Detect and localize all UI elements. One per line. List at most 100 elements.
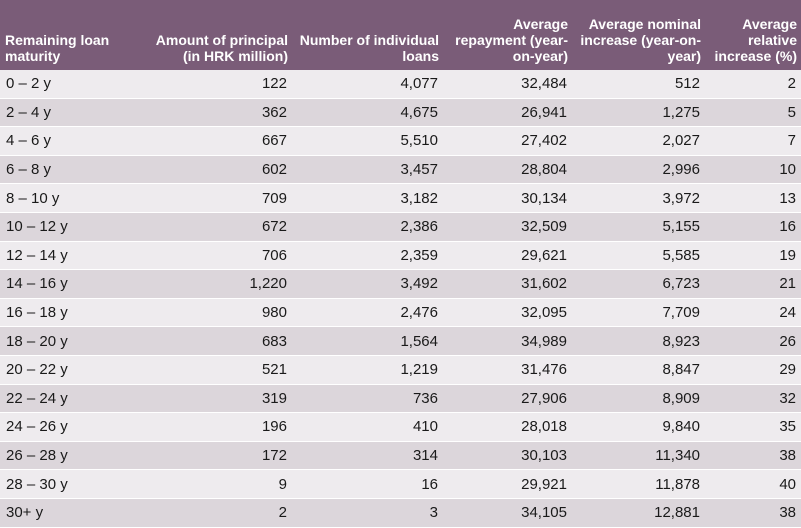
- table-cell: 1,564: [292, 326, 443, 356]
- table-cell: 196: [145, 412, 292, 442]
- table-cell: 32,095: [443, 298, 572, 328]
- header-amount-of-principal: Amount of principal (in HRK million): [145, 0, 292, 70]
- table-cell: 362: [145, 98, 292, 128]
- table-row: 22 – 24 y 319 736 27,906 8,909 32: [0, 384, 801, 414]
- table-cell: 11,878: [572, 469, 705, 499]
- table-cell: 7,709: [572, 298, 705, 328]
- table-cell: 28,804: [443, 155, 572, 185]
- row-maturity-label: 24 – 26 y: [0, 412, 145, 442]
- table-cell: 8,909: [572, 384, 705, 414]
- table-cell: 410: [292, 412, 443, 442]
- table-cell: 28,018: [443, 412, 572, 442]
- table-cell: 32: [705, 384, 801, 414]
- row-maturity-label: 2 – 4 y: [0, 98, 145, 128]
- row-maturity-label: 12 – 14 y: [0, 241, 145, 271]
- table-cell: 13: [705, 183, 801, 213]
- header-average-repayment: Average repayment (year-on-year): [443, 0, 572, 70]
- table-row: 6 – 8 y 602 3,457 28,804 2,996 10: [0, 155, 801, 185]
- table-cell: 12,881: [572, 498, 705, 528]
- row-maturity-label: 6 – 8 y: [0, 155, 145, 185]
- table-cell: 16: [292, 469, 443, 499]
- table-row: 4 – 6 y 667 5,510 27,402 2,027 7: [0, 126, 801, 156]
- row-maturity-label: 16 – 18 y: [0, 298, 145, 328]
- row-maturity-label: 4 – 6 y: [0, 126, 145, 156]
- table-row: 18 – 20 y 683 1,564 34,989 8,923 26: [0, 326, 801, 356]
- table-row: 24 – 26 y 196 410 28,018 9,840 35: [0, 412, 801, 442]
- table-cell: 31,602: [443, 269, 572, 299]
- table-cell: 32,509: [443, 212, 572, 242]
- table-cell: 40: [705, 469, 801, 499]
- table-cell: 2,476: [292, 298, 443, 328]
- table-cell: 122: [145, 70, 292, 99]
- table-cell: 16: [705, 212, 801, 242]
- table-cell: 2: [705, 70, 801, 99]
- table-cell: 5,155: [572, 212, 705, 242]
- table-cell: 34,989: [443, 326, 572, 356]
- table-cell: 34,105: [443, 498, 572, 528]
- table-cell: 31,476: [443, 355, 572, 385]
- table-cell: 21: [705, 269, 801, 299]
- header-remaining-loan-maturity: Remaining loan maturity: [0, 0, 145, 70]
- table-cell: 29,621: [443, 241, 572, 271]
- row-maturity-label: 0 – 2 y: [0, 70, 145, 99]
- table-cell: 3,972: [572, 183, 705, 213]
- table-cell: 3,457: [292, 155, 443, 185]
- table-cell: 1,275: [572, 98, 705, 128]
- table-cell: 8,847: [572, 355, 705, 385]
- table-cell: 5: [705, 98, 801, 128]
- table-cell: 38: [705, 441, 801, 471]
- table-body: 0 – 2 y 122 4,077 32,484 512 2 2 – 4 y 362 4,675…: [0, 70, 801, 528]
- table-cell: 706: [145, 241, 292, 271]
- table-row: 28 – 30 y 9 16 29,921 11,878 40: [0, 469, 801, 499]
- table-cell: 30,134: [443, 183, 572, 213]
- table-row: 14 – 16 y 1,220 3,492 31,602 6,723 21: [0, 269, 801, 299]
- table-cell: 4,675: [292, 98, 443, 128]
- table-row: 30+ y 2 3 34,105 12,881 38: [0, 498, 801, 528]
- table-cell: 8,923: [572, 326, 705, 356]
- table-row: 8 – 10 y 709 3,182 30,134 3,972 13: [0, 183, 801, 213]
- table-cell: 314: [292, 441, 443, 471]
- row-maturity-label: 8 – 10 y: [0, 183, 145, 213]
- table-cell: 38: [705, 498, 801, 528]
- header-average-nominal-increase: Average nominal increase (year-on-year): [572, 0, 705, 70]
- row-maturity-label: 14 – 16 y: [0, 269, 145, 299]
- table-cell: 26: [705, 326, 801, 356]
- table-cell: 30,103: [443, 441, 572, 471]
- row-maturity-label: 20 – 22 y: [0, 355, 145, 385]
- table-cell: 2,386: [292, 212, 443, 242]
- row-maturity-label: 22 – 24 y: [0, 384, 145, 414]
- table-cell: 19: [705, 241, 801, 271]
- table-row: 16 – 18 y 980 2,476 32,095 7,709 24: [0, 298, 801, 328]
- table-cell: 2,996: [572, 155, 705, 185]
- table-cell: 3,492: [292, 269, 443, 299]
- table-row: 12 – 14 y 706 2,359 29,621 5,585 19: [0, 241, 801, 271]
- table-cell: 602: [145, 155, 292, 185]
- table-cell: 7: [705, 126, 801, 156]
- row-maturity-label: 10 – 12 y: [0, 212, 145, 242]
- table-row: 26 – 28 y 172 314 30,103 11,340 38: [0, 441, 801, 471]
- header-average-relative-increase: Average relative increase (%): [705, 0, 801, 70]
- table-cell: 5,585: [572, 241, 705, 271]
- table-cell: 4,077: [292, 70, 443, 99]
- table-cell: 3: [292, 498, 443, 528]
- table-cell: 980: [145, 298, 292, 328]
- table-row: 2 – 4 y 362 4,675 26,941 1,275 5: [0, 98, 801, 128]
- table-cell: 172: [145, 441, 292, 471]
- table-cell: 672: [145, 212, 292, 242]
- table-cell: 3,182: [292, 183, 443, 213]
- table-cell: 26,941: [443, 98, 572, 128]
- table-cell: 11,340: [572, 441, 705, 471]
- table-cell: 24: [705, 298, 801, 328]
- table-cell: 5,510: [292, 126, 443, 156]
- table-row: 20 – 22 y 521 1,219 31,476 8,847 29: [0, 355, 801, 385]
- table-row: 0 – 2 y 122 4,077 32,484 512 2: [0, 70, 801, 99]
- table-cell: 319: [145, 384, 292, 414]
- table-cell: 9: [145, 469, 292, 499]
- table-cell: 521: [145, 355, 292, 385]
- table-cell: 2: [145, 498, 292, 528]
- table-cell: 27,906: [443, 384, 572, 414]
- table-cell: 736: [292, 384, 443, 414]
- table-cell: 32,484: [443, 70, 572, 99]
- table-cell: 29: [705, 355, 801, 385]
